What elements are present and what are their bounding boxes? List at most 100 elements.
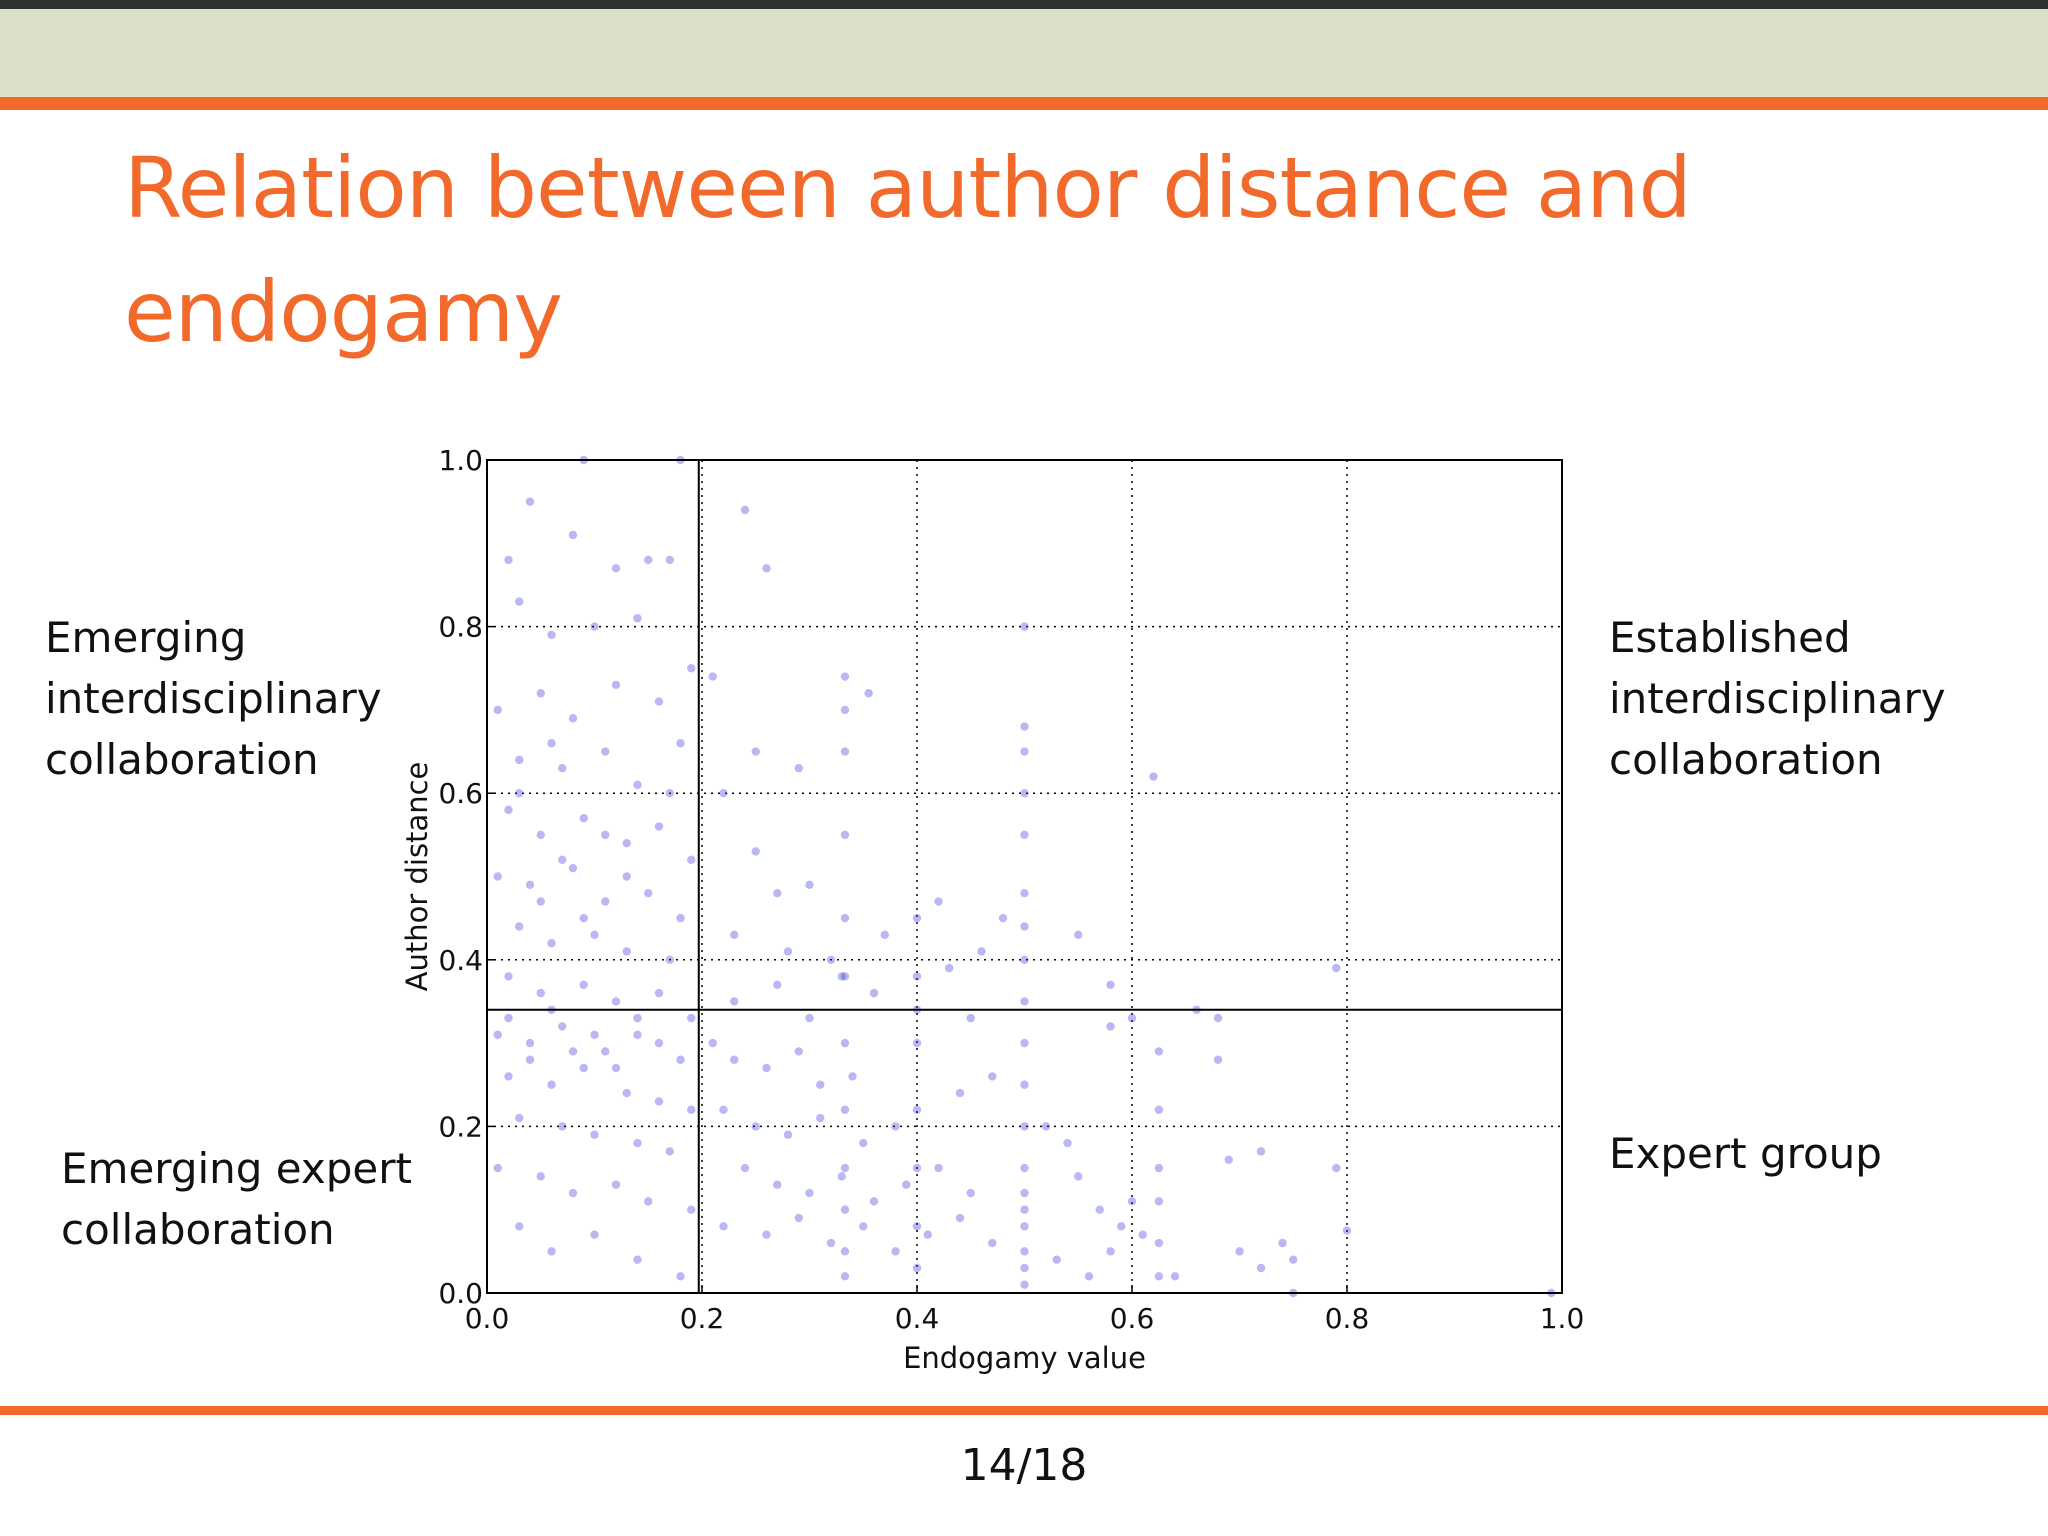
data-point: [1154, 1197, 1164, 1206]
data-point: [891, 1122, 900, 1131]
data-point: [805, 1013, 814, 1023]
data-point: [773, 980, 782, 989]
data-point: [840, 913, 850, 923]
data-point: [1052, 1255, 1061, 1264]
data-point: [891, 1247, 900, 1256]
data-point: [654, 697, 664, 706]
data-point: [988, 1072, 997, 1081]
data-point: [644, 888, 653, 898]
data-point: [536, 988, 545, 998]
data-point: [644, 555, 653, 565]
data-point: [687, 1205, 696, 1214]
data-point: [601, 897, 610, 906]
data-point: [1020, 789, 1029, 798]
data-point: [1332, 1163, 1341, 1173]
data-point: [611, 1180, 621, 1189]
y-tick-label: 0.6: [438, 777, 483, 810]
data-point: [654, 988, 664, 998]
data-point: [1138, 1230, 1147, 1239]
data-point: [1020, 1188, 1029, 1198]
data-point: [665, 955, 674, 964]
data-point: [611, 564, 621, 573]
data-point: [611, 680, 621, 690]
data-point: [840, 1205, 850, 1214]
data-point: [633, 1255, 642, 1264]
data-point: [558, 855, 567, 865]
x-axis-ticks: 0.0 0.2 0.4 0.6 0.8 1.0: [465, 1285, 1585, 1335]
data-point: [558, 1122, 567, 1131]
data-point: [633, 614, 642, 623]
data-point: [1020, 955, 1029, 964]
data-point: [1332, 963, 1341, 973]
y-axis-label: Author distance: [400, 762, 434, 992]
data-point: [590, 1130, 599, 1139]
data-point: [1020, 747, 1029, 756]
data-point: [611, 1063, 621, 1073]
data-point: [1020, 1205, 1029, 1214]
data-point: [590, 1030, 599, 1039]
data-point: [644, 1197, 653, 1206]
data-point: [1278, 1238, 1287, 1248]
x-axis-label: Endogamy value: [903, 1341, 1146, 1375]
data-point: [579, 913, 588, 923]
data-point: [840, 1105, 850, 1114]
data-point: [816, 1080, 825, 1089]
data-point: [579, 980, 588, 989]
data-point: [955, 1088, 965, 1098]
data-point: [654, 1038, 664, 1048]
data-point: [1154, 1105, 1164, 1114]
quadrant-label-top-right: Established interdisciplinary collaborat…: [1609, 613, 1946, 784]
data-point: [601, 830, 610, 840]
data-point: [1020, 888, 1029, 898]
x-tick-label: 1.0: [1540, 1302, 1585, 1335]
data-point: [977, 947, 986, 956]
slide-title: Relation between author distance and end…: [124, 139, 1692, 361]
data-point: [1289, 1255, 1298, 1264]
y-tick-label: 0.0: [438, 1277, 483, 1310]
data-point: [665, 789, 674, 798]
data-point: [880, 930, 889, 940]
data-point: [687, 664, 696, 673]
header-dark-strip: [0, 0, 2048, 9]
y-axis-ticks: 0.0 0.2 0.4 0.6 0.8 1.0: [438, 444, 495, 1310]
data-point: [1020, 1247, 1029, 1256]
data-point: [687, 1013, 696, 1023]
data-point: [762, 1230, 771, 1239]
data-point: [840, 1163, 850, 1173]
data-point: [840, 705, 850, 715]
data-point: [1020, 1263, 1029, 1273]
data-point: [912, 913, 922, 923]
data-point: [923, 1230, 932, 1239]
data-point: [1106, 1022, 1115, 1031]
data-point: [676, 1272, 685, 1281]
data-point: [568, 714, 578, 723]
header-accent-line: [0, 97, 2048, 110]
data-point: [1020, 1122, 1029, 1131]
data-point: [493, 1030, 502, 1039]
data-point: [751, 1122, 760, 1131]
data-point: [912, 972, 922, 981]
data-point: [493, 1163, 502, 1173]
data-point: [805, 880, 814, 890]
data-point: [558, 764, 567, 773]
data-point: [1095, 1205, 1104, 1214]
data-point: [730, 997, 739, 1006]
data-point: [611, 997, 621, 1006]
data-point: [536, 1172, 545, 1181]
data-point: [1084, 1272, 1094, 1281]
data-point: [515, 597, 524, 606]
data-point: [934, 897, 943, 906]
x-tick-label: 0.6: [1110, 1302, 1155, 1335]
data-point: [633, 1138, 642, 1148]
data-point: [966, 1013, 975, 1023]
data-point: [1063, 1138, 1072, 1148]
data-point: [622, 872, 631, 881]
data-point: [1213, 1055, 1223, 1064]
data-point: [730, 1055, 739, 1064]
data-point: [665, 555, 674, 565]
chart-points: [493, 455, 1556, 1298]
data-point: [579, 1063, 588, 1073]
data-point: [794, 1213, 803, 1223]
data-point: [547, 739, 556, 748]
data-point: [568, 530, 578, 540]
